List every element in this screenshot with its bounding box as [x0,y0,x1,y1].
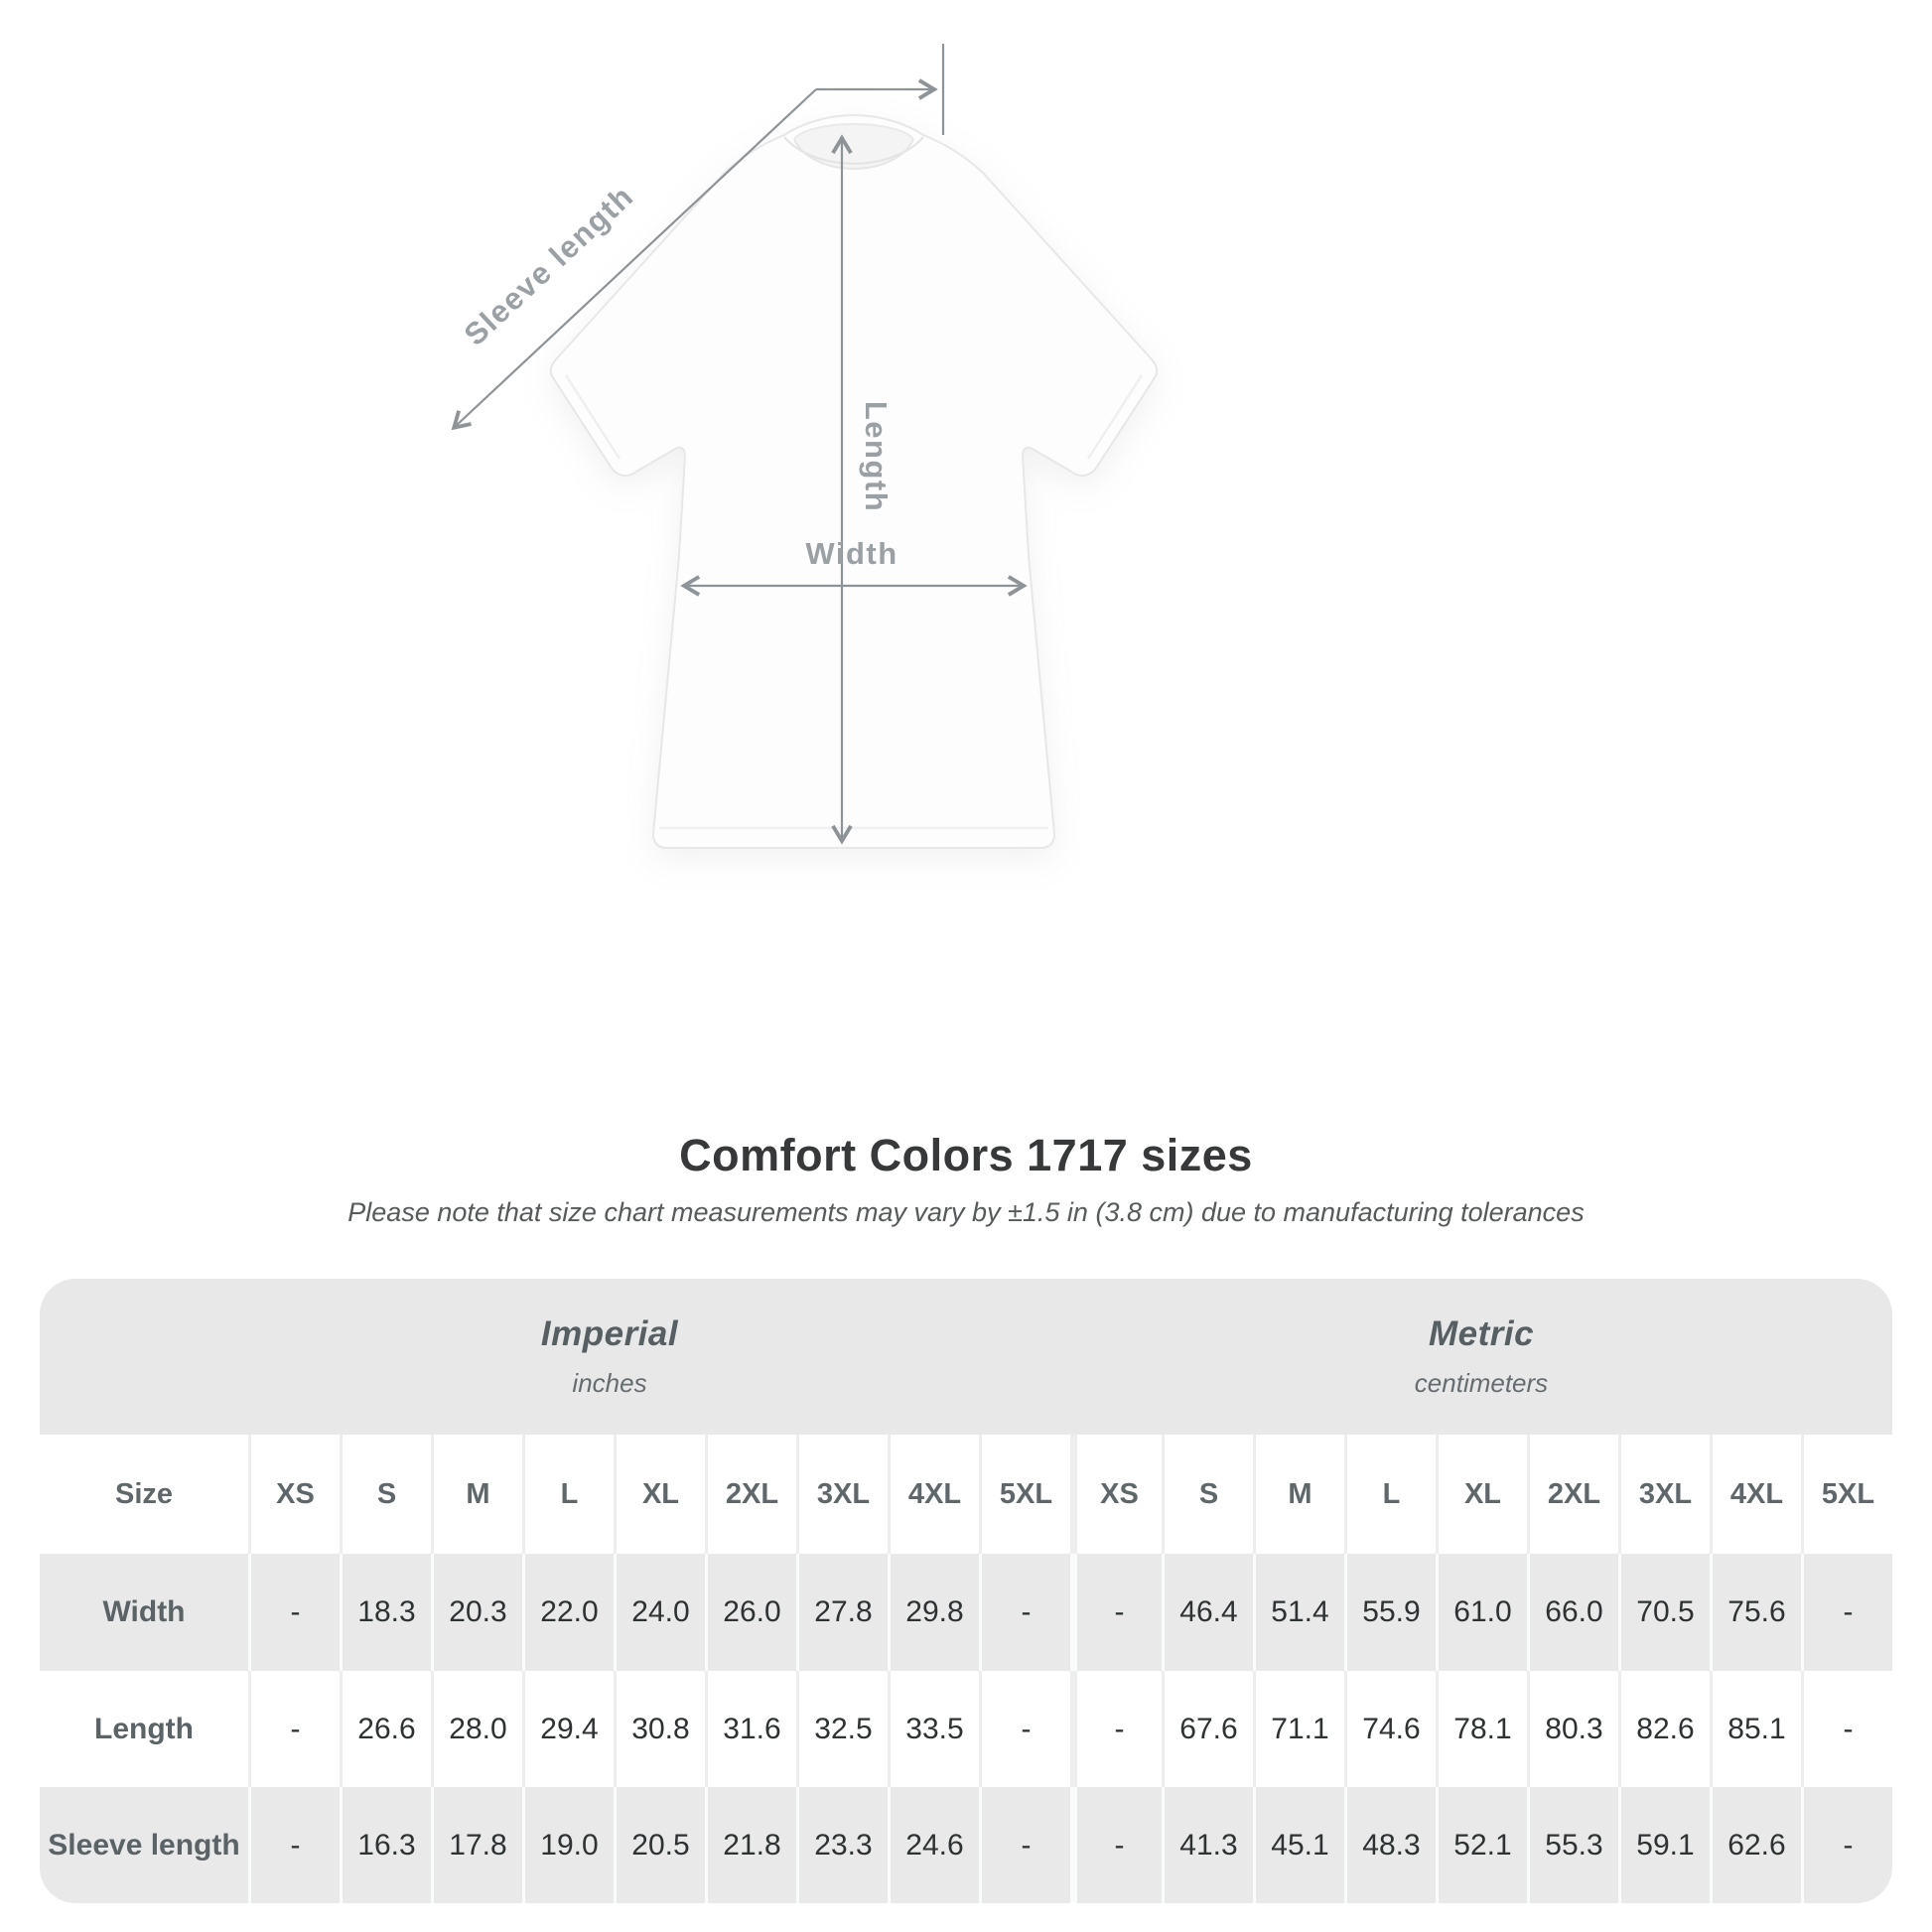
table-cell: 4XL [1710,1435,1801,1554]
table-cell: 2XL [1527,1435,1618,1554]
metric-section-header: Metric centimeters [1070,1279,1892,1435]
table-cell: - [1801,1671,1892,1787]
table-cell: 67.6 [1162,1671,1253,1787]
table-cell: 4XL [888,1435,979,1554]
table-cell: 55.9 [1344,1554,1436,1671]
table-cell: - [1801,1554,1892,1671]
table-cell: 51.4 [1253,1554,1344,1671]
table-cell: 19.0 [522,1787,614,1903]
size-table: Imperial inches Metric centimeters Size X… [40,1279,1892,1903]
table-cell: - [979,1671,1070,1787]
table-cell: 17.8 [431,1787,522,1903]
row-label: Sleeve length [48,1828,240,1862]
table-cell: 22.0 [522,1554,614,1671]
table-cell: 74.6 [1344,1671,1436,1787]
table-cell: L [1344,1435,1436,1554]
table-cell: - [1070,1787,1162,1903]
metric-unit-label: centimeters [1414,1368,1549,1398]
table-cell: - [1801,1787,1892,1903]
page-title: Comfort Colors 1717 sizes [679,1130,1253,1180]
table-cell: - [248,1554,340,1671]
imperial-section-header: Imperial inches [40,1279,1070,1435]
table-cell: 61.0 [1436,1554,1527,1671]
table-cell: 26.6 [340,1671,431,1787]
table-cell: 2XL [705,1435,796,1554]
size-header-row: Size XS S M L XL 2XL 3XL 4XL 5XL XS S M L XL 2XL 3XL 4XL 5… [40,1435,1892,1554]
table-cell: 31.6 [705,1671,796,1787]
table-cell: 70.5 [1618,1554,1710,1671]
sleeve-length-row: Sleeve length -16.3 17.8 19.0 20.5 21.8 23.3 24… [40,1787,1892,1903]
table-cell: 71.1 [1253,1671,1344,1787]
table-cell: 18.3 [340,1554,431,1671]
table-cell: 29.8 [888,1554,979,1671]
table-cell: - [979,1787,1070,1903]
width-row: Width -18.3 20.3 22.0 24.0 26.0 27.8 29.8- -46.4… [40,1554,1892,1671]
table-cell: 46.4 [1162,1554,1253,1671]
width-label: Width [805,536,897,571]
table-cell: 24.0 [614,1554,705,1671]
table-cell: 55.3 [1527,1787,1618,1903]
table-cell: 80.3 [1527,1671,1618,1787]
table-cell: 30.8 [614,1671,705,1787]
table-cell: 28.0 [431,1671,522,1787]
table-cell: 33.5 [888,1671,979,1787]
table-cell: 78.1 [1436,1671,1527,1787]
table-cell: 48.3 [1344,1787,1436,1903]
table-cell: - [248,1671,340,1787]
table-cell: 45.1 [1253,1787,1344,1903]
units-header-band: Imperial inches Metric centimeters [40,1279,1892,1435]
table-cell: 23.3 [796,1787,888,1903]
tshirt-image [549,113,1159,849]
table-cell: S [1162,1435,1253,1554]
table-cell: XS [1070,1435,1162,1554]
table-cell: - [979,1554,1070,1671]
table-cell: 52.1 [1436,1787,1527,1903]
row-label: Length [94,1712,194,1745]
table-cell: S [340,1435,431,1554]
table-cell: 59.1 [1618,1787,1710,1903]
table-cell: 20.3 [431,1554,522,1671]
row-label: Width [102,1595,186,1628]
imperial-unit-label: inches [572,1368,647,1398]
table-cell: 85.1 [1710,1671,1801,1787]
table-cell: - [1070,1554,1162,1671]
table-cell: 62.6 [1710,1787,1801,1903]
table-cell: 26.0 [705,1554,796,1671]
table-cell: XS [248,1435,340,1554]
tolerance-note: Please note that size chart measurements… [347,1197,1585,1227]
table-cell: 32.5 [796,1671,888,1787]
table-cell: 3XL [1618,1435,1710,1554]
table-cell: 5XL [1801,1435,1892,1554]
table-cell: 41.3 [1162,1787,1253,1903]
table-cell: - [248,1787,340,1903]
table-cell: 82.6 [1618,1671,1710,1787]
table-cell: 16.3 [340,1787,431,1903]
length-row: Length -26.6 28.0 29.4 30.8 31.6 32.5 33.5- -67.… [40,1671,1892,1787]
table-cell: 66.0 [1527,1554,1618,1671]
table-cell: 75.6 [1710,1554,1801,1671]
length-label: Length [859,401,894,512]
table-cell: 21.8 [705,1787,796,1903]
sleeve-length-arrow [451,88,817,431]
imperial-label: Imperial [540,1314,679,1353]
table-cell: - [1070,1671,1162,1787]
table-cell: L [522,1435,614,1554]
tshirt-measurement-diagram: Sleeve length Length Width [451,44,1159,849]
size-column-header: Size [114,1477,174,1510]
table-cell: M [1253,1435,1344,1554]
table-cell: M [431,1435,522,1554]
table-cell: 3XL [796,1435,888,1554]
table-cell: 27.8 [796,1554,888,1671]
table-cell: 24.6 [888,1787,979,1903]
metric-label: Metric [1428,1314,1535,1353]
table-cell: XL [614,1435,705,1554]
table-cell: 29.4 [522,1671,614,1787]
table-cell: 5XL [979,1435,1070,1554]
table-cell: 20.5 [614,1787,705,1903]
table-cell: XL [1436,1435,1527,1554]
